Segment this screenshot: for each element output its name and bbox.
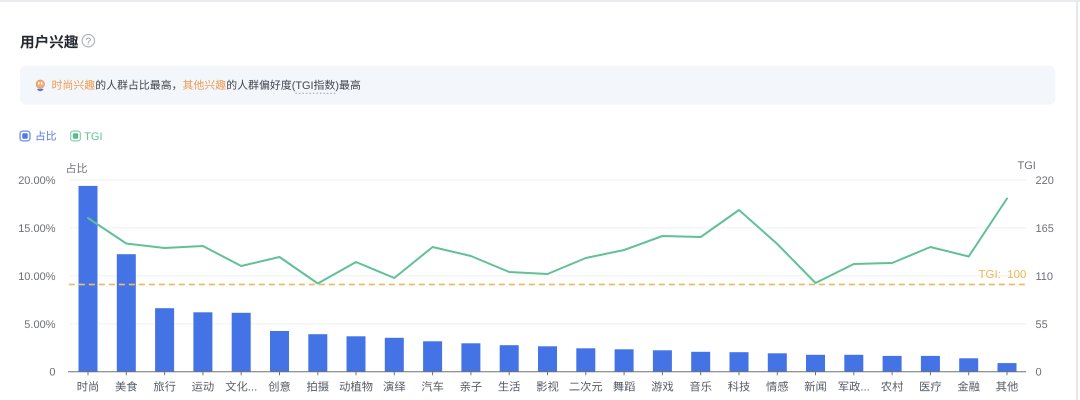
svg-text:TGI: TGI (84, 131, 102, 143)
svg-text:5.00%: 5.00% (24, 319, 55, 331)
svg-text:55: 55 (1036, 319, 1048, 331)
svg-text:0: 0 (49, 367, 55, 379)
svg-text:(TGI: (TGI (292, 80, 314, 92)
svg-text:20.00%: 20.00% (18, 175, 56, 187)
svg-text:0: 0 (1036, 367, 1042, 379)
svg-text:10.00%: 10.00% (18, 271, 56, 283)
svg-text:15.00%: 15.00% (18, 223, 56, 235)
svg-text:165: 165 (1036, 223, 1054, 235)
svg-text:): ) (335, 80, 339, 92)
svg-text:?: ? (86, 36, 92, 47)
svg-text:TGI: TGI (1018, 160, 1036, 172)
svg-text:110: 110 (1036, 271, 1054, 283)
svg-text:220: 220 (1036, 175, 1054, 187)
svg-text:...: ... (860, 382, 869, 394)
svg-text:...: ... (248, 382, 257, 394)
svg-text:TGI: 100: TGI: 100 (979, 269, 1027, 281)
